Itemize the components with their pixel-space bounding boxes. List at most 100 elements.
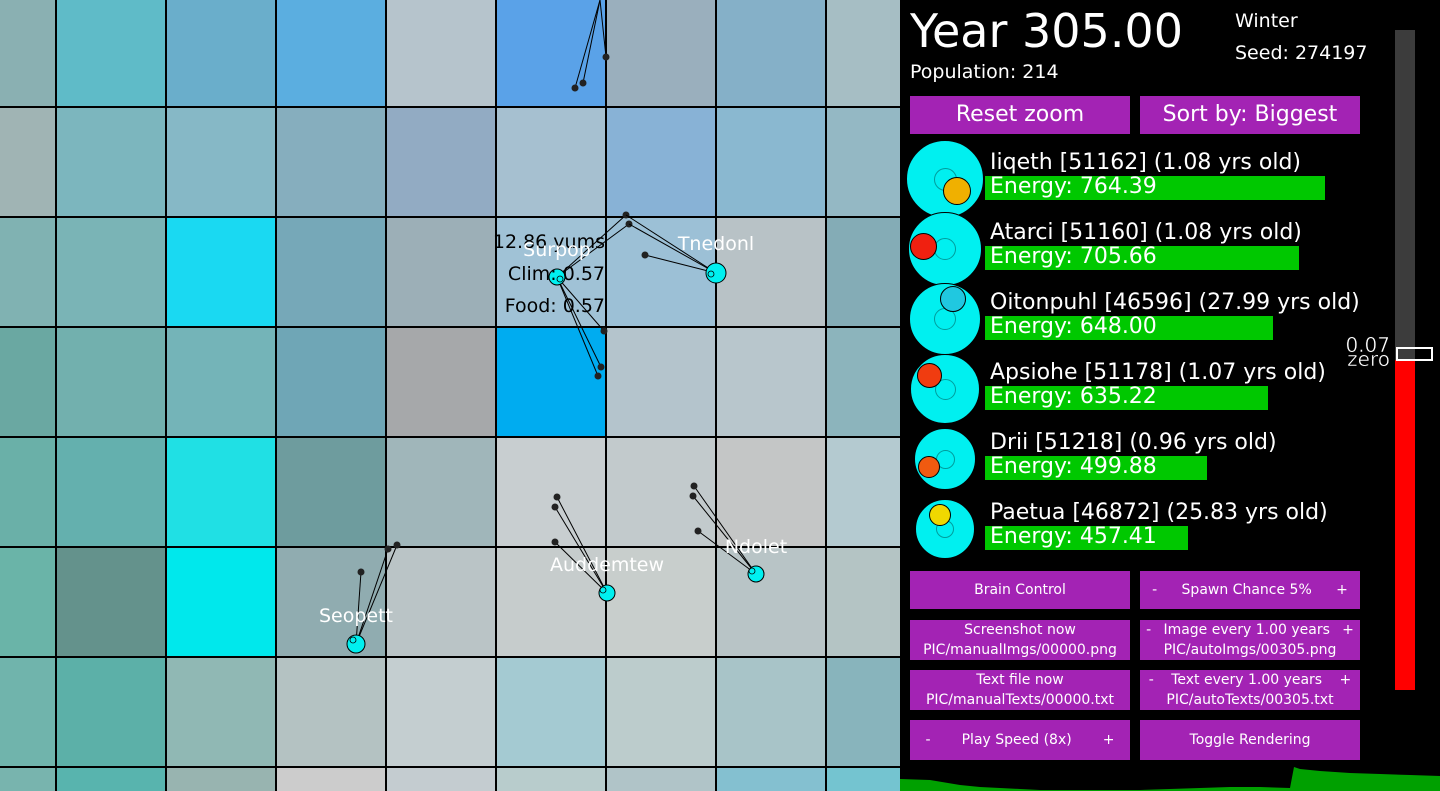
- tile[interactable]: [607, 108, 717, 218]
- tile[interactable]: [57, 548, 167, 658]
- tile[interactable]: [277, 658, 387, 768]
- spawn-chance-decrease-button[interactable]: -: [1152, 582, 1158, 598]
- tile[interactable]: [717, 328, 827, 438]
- leaderboard-entry[interactable]: Atarci [51160] (1.08 yrs old) Energy: 70…: [900, 212, 1390, 286]
- tile[interactable]: [827, 438, 900, 548]
- tile[interactable]: [607, 658, 717, 768]
- tile[interactable]: [57, 328, 167, 438]
- tile[interactable]: [827, 548, 900, 658]
- play-speed-increase-button[interactable]: +: [1102, 732, 1115, 748]
- tile[interactable]: [0, 328, 57, 438]
- tile[interactable]: [607, 548, 717, 658]
- tile[interactable]: [387, 658, 497, 768]
- tile[interactable]: [0, 768, 57, 791]
- tile[interactable]: [497, 438, 607, 548]
- tile[interactable]: [387, 0, 497, 108]
- image-interval-decrease-button[interactable]: -: [1146, 622, 1152, 638]
- play-speed-decrease-button[interactable]: -: [925, 732, 931, 748]
- tile[interactable]: [717, 0, 827, 108]
- tile[interactable]: [497, 768, 607, 791]
- scale-empty-portion: [1395, 30, 1415, 360]
- tile[interactable]: [277, 328, 387, 438]
- leaderboard-entry[interactable]: Iiqeth [51162] (1.08 yrs old) Energy: 76…: [900, 140, 1390, 218]
- tile[interactable]: [717, 108, 827, 218]
- text-interval-increase-button[interactable]: +: [1339, 672, 1352, 688]
- leaderboard-entry[interactable]: Apsiohe [51178] (1.07 yrs old) Energy: 6…: [900, 354, 1390, 424]
- tile[interactable]: [167, 768, 277, 791]
- text-interval-decrease-button[interactable]: -: [1148, 672, 1154, 688]
- tile[interactable]: [57, 218, 167, 328]
- tile[interactable]: [167, 658, 277, 768]
- tile[interactable]: [0, 658, 57, 768]
- tile[interactable]: [277, 108, 387, 218]
- screenshot-now-button[interactable]: Screenshot now PIC/manualImgs/00000.png: [910, 620, 1130, 660]
- energy-bar: [985, 526, 1188, 550]
- tile[interactable]: [0, 108, 57, 218]
- tile[interactable]: [387, 218, 497, 328]
- tile[interactable]: [717, 658, 827, 768]
- creature-ndolet[interactable]: [689, 482, 765, 583]
- tile[interactable]: [497, 328, 607, 438]
- tile[interactable]: [57, 658, 167, 768]
- tile[interactable]: [57, 438, 167, 548]
- tile[interactable]: [827, 328, 900, 438]
- tile[interactable]: [277, 768, 387, 791]
- creature-auddemtew[interactable]: [551, 493, 616, 602]
- tile[interactable]: [497, 108, 607, 218]
- tile[interactable]: [607, 768, 717, 791]
- tile[interactable]: [167, 0, 277, 108]
- tile[interactable]: [827, 658, 900, 768]
- creature-mouth-icon: [916, 362, 942, 388]
- tile[interactable]: [277, 218, 387, 328]
- tile[interactable]: [167, 328, 277, 438]
- tile[interactable]: [827, 108, 900, 218]
- reset-zoom-button[interactable]: Reset zoom: [910, 96, 1130, 134]
- creature-seopett[interactable]: [346, 541, 401, 654]
- sort-by-button[interactable]: Sort by: Biggest: [1140, 96, 1360, 134]
- tile[interactable]: [497, 548, 607, 658]
- tile[interactable]: [827, 768, 900, 791]
- tile[interactable]: [167, 438, 277, 548]
- brain-control-button[interactable]: Brain Control: [910, 571, 1130, 609]
- auto-image-control: - Image every 1.00 years + PIC/autoImgs/…: [1140, 620, 1360, 660]
- leaderboard-entry[interactable]: Paetua [46872] (25.83 yrs old) Energy: 4…: [900, 494, 1390, 564]
- tile[interactable]: [167, 108, 277, 218]
- image-interval-increase-button[interactable]: +: [1342, 622, 1354, 638]
- text-file-now-button[interactable]: Text file now PIC/manualTexts/00000.txt: [910, 670, 1130, 710]
- vertical-scale[interactable]: [1395, 30, 1415, 690]
- tile[interactable]: [827, 218, 900, 328]
- tile[interactable]: [387, 108, 497, 218]
- toggle-rendering-button[interactable]: Toggle Rendering: [1140, 720, 1360, 760]
- tile[interactable]: [57, 768, 167, 791]
- tile[interactable]: [717, 768, 827, 791]
- leaderboard-entry[interactable]: Drii [51218] (0.96 yrs old) Energy: 499.…: [900, 424, 1390, 494]
- tile[interactable]: [0, 548, 57, 658]
- tile[interactable]: [167, 548, 277, 658]
- tile[interactable]: [167, 218, 277, 328]
- leaderboard-entry[interactable]: Oitonpuhl [46596] (27.99 yrs old) Energy…: [900, 283, 1390, 355]
- tile[interactable]: [387, 328, 497, 438]
- tile[interactable]: [277, 0, 387, 108]
- tile[interactable]: [57, 108, 167, 218]
- creature-name: Iiqeth [51162] (1.08 yrs old): [990, 150, 1302, 175]
- tile[interactable]: [387, 548, 497, 658]
- tile[interactable]: [0, 0, 57, 108]
- tile[interactable]: [387, 438, 497, 548]
- tile[interactable]: [607, 328, 717, 438]
- spawn-chance-increase-button[interactable]: +: [1336, 582, 1348, 598]
- tile[interactable]: [717, 218, 827, 328]
- creature-overlay[interactable]: [0, 0, 900, 791]
- tile[interactable]: [277, 548, 387, 658]
- tile[interactable]: [827, 0, 900, 108]
- world-view[interactable]: 12.86 yums Clim: 0.57 Food: 0.57 Surpop …: [0, 0, 900, 791]
- creature-tnedonl[interactable]: [625, 214, 727, 284]
- tile[interactable]: [0, 438, 57, 548]
- tile[interactable]: [0, 218, 57, 328]
- tile[interactable]: [607, 0, 717, 108]
- tile[interactable]: [387, 768, 497, 791]
- tile[interactable]: [277, 438, 387, 548]
- tile[interactable]: [57, 0, 167, 108]
- tile[interactable]: [717, 548, 827, 658]
- tile[interactable]: [497, 658, 607, 768]
- tile[interactable]: [717, 438, 827, 548]
